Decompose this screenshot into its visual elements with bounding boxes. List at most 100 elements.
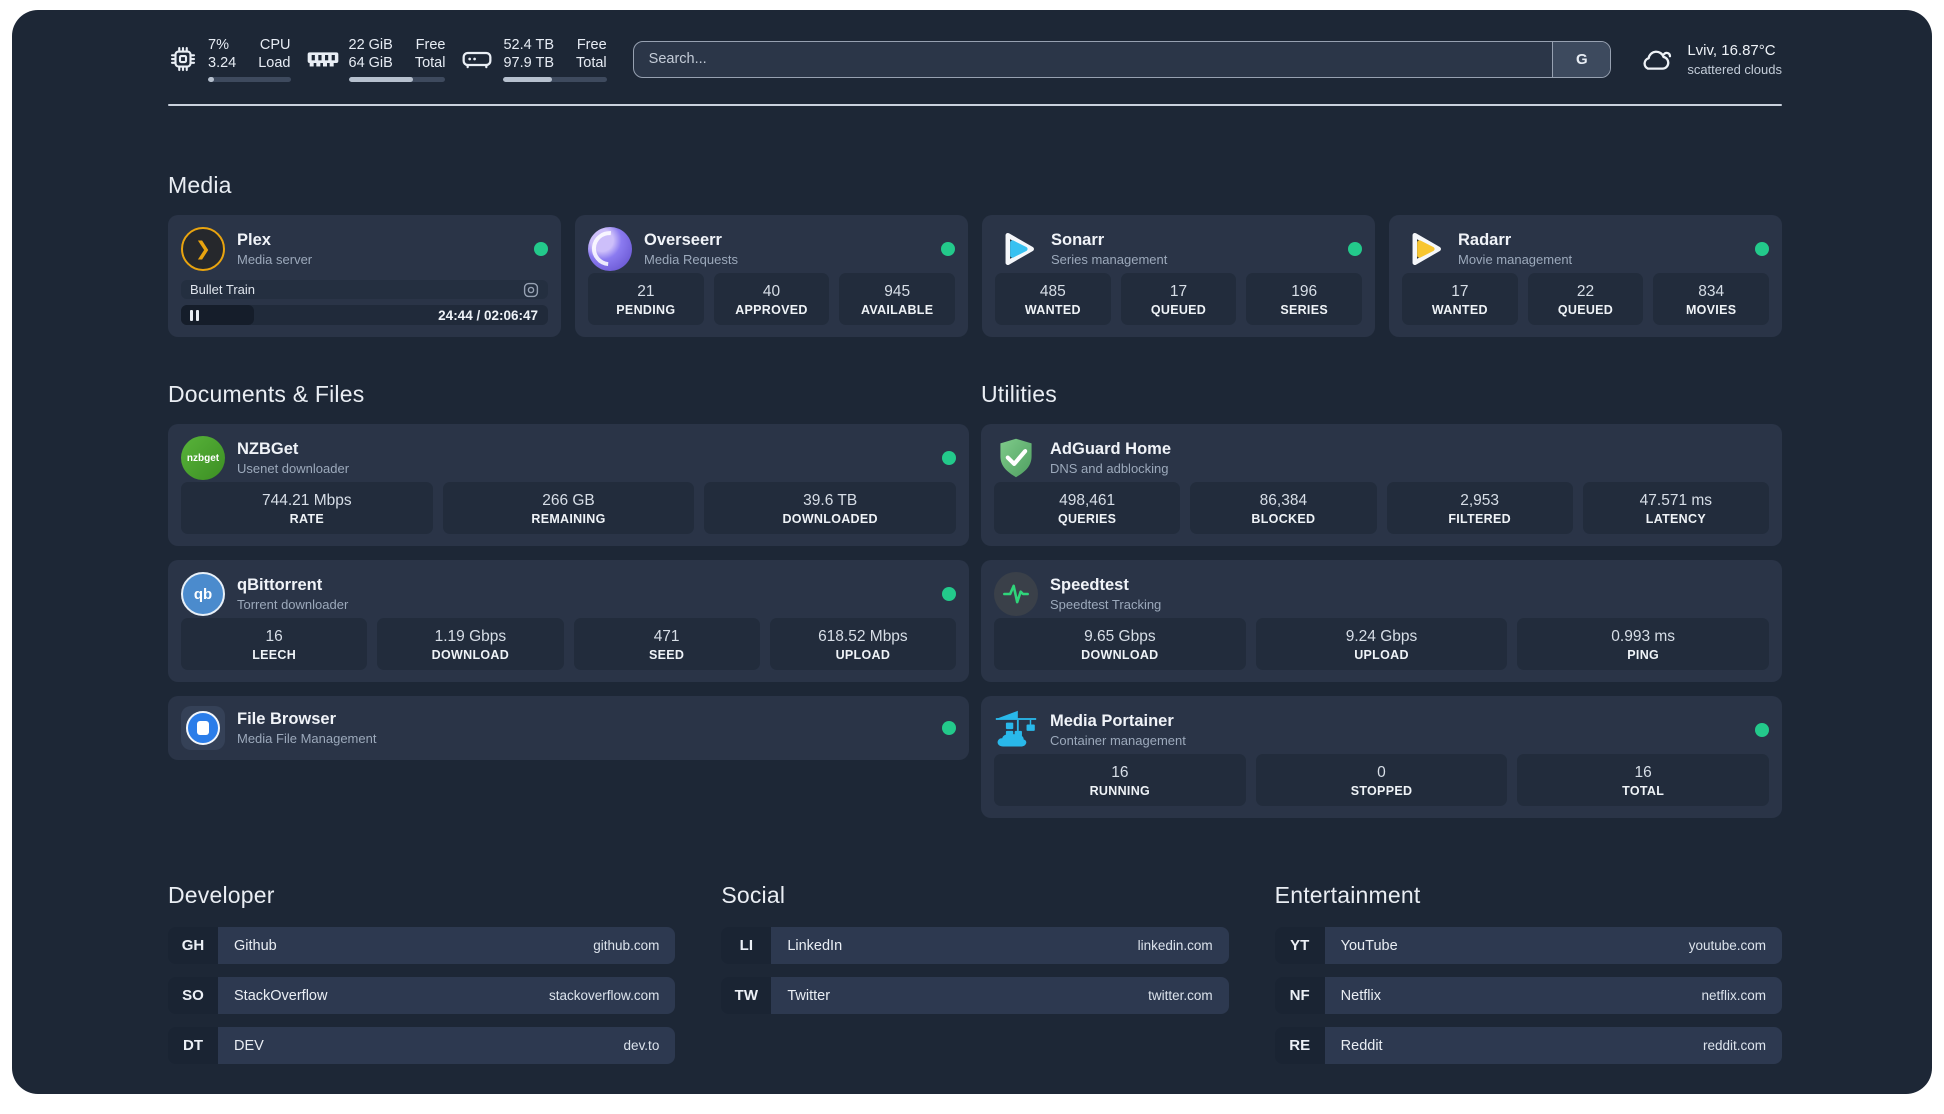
stat-tile: 1.19 Gbps DOWNLOAD xyxy=(377,618,564,670)
stat-tile: 485 WANTED xyxy=(995,273,1111,325)
bookmark-url: twitter.com xyxy=(1148,988,1213,1003)
plex-icon: ❯ xyxy=(181,227,225,271)
stat-tile: 945 AVAILABLE xyxy=(839,273,955,325)
bookmark-stackoverflow[interactable]: SO StackOverflow stackoverflow.com xyxy=(168,977,676,1014)
stat-tile: 16 TOTAL xyxy=(1517,754,1769,806)
stat-tile: 21 PENDING xyxy=(588,273,704,325)
bookmark-name: Twitter xyxy=(787,987,831,1004)
bookmark-abbr: YT xyxy=(1274,927,1325,964)
stat-label: PING xyxy=(1627,647,1660,662)
disk-free-value: 52.4 TB xyxy=(503,37,555,53)
filebrowser-icon xyxy=(181,706,225,750)
search-input[interactable] xyxy=(633,41,1553,77)
adguard-icon xyxy=(994,436,1038,480)
disk-progress-fill xyxy=(503,77,552,82)
search-engine-button[interactable]: G xyxy=(1552,41,1611,77)
bookmark-name: DEV xyxy=(234,1037,264,1054)
stat-value: 17 xyxy=(1169,282,1188,300)
status-dot xyxy=(942,587,956,601)
bookmark-abbr: LI xyxy=(721,927,772,964)
stat-tile: 17 QUEUED xyxy=(1120,273,1237,325)
section-title-social: Social xyxy=(721,882,786,908)
service-card-qbittorrent[interactable]: qb qBittorrent Torrent downloader 16 LEE… xyxy=(168,560,969,682)
bookmark-youtube[interactable]: YT YouTube youtube.com xyxy=(1274,927,1782,964)
disk-total-value: 97.9 TB xyxy=(503,55,555,71)
stat-value: 2,953 xyxy=(1460,491,1500,509)
service-description: Media Requests xyxy=(644,252,738,267)
stat-label: DOWNLOAD xyxy=(1081,647,1159,662)
bookmark-twitter[interactable]: TW Twitter twitter.com xyxy=(721,977,1229,1014)
overseerr-icon xyxy=(588,227,632,271)
stat-value: 16 xyxy=(1634,763,1652,781)
cast-icon[interactable] xyxy=(523,282,539,298)
service-card-adguard[interactable]: AdGuard Home DNS and adblocking 498,461 … xyxy=(981,424,1782,546)
service-card-overseerr[interactable]: Overseerr Media Requests 21 PENDING 40 A… xyxy=(575,215,968,337)
service-card-nzbget[interactable]: nzbget NZBGet Usenet downloader 744.21 M… xyxy=(168,424,969,546)
service-name: NZBGet xyxy=(237,440,299,458)
service-card-radarr[interactable]: Radarr Movie management 17 WANTED 22 QUE… xyxy=(1389,215,1782,337)
stat-label: WANTED xyxy=(1024,302,1081,317)
stat-value: 498,461 xyxy=(1059,491,1116,509)
stat-value: 834 xyxy=(1698,282,1725,300)
playback-progress-bar: 24:44 / 02:06:47 xyxy=(181,305,548,325)
service-card-sonarr[interactable]: Sonarr Series management 485 WANTED 17 Q… xyxy=(982,215,1375,337)
sonarr-icon xyxy=(995,227,1039,271)
stat-label: DOWNLOADED xyxy=(782,511,878,526)
search-bar: G xyxy=(632,40,1612,78)
radarr-icon xyxy=(1402,227,1446,271)
stat-value: 196 xyxy=(1291,282,1318,300)
bookmark-netflix[interactable]: NF Netflix netflix.com xyxy=(1274,977,1782,1014)
stat-value: 1.19 Gbps xyxy=(434,627,507,645)
bookmark-name: YouTube xyxy=(1340,937,1398,954)
service-name: Radarr xyxy=(1458,231,1512,249)
ram-icon xyxy=(307,52,338,67)
stat-label: DOWNLOAD xyxy=(431,647,510,662)
stat-tile: 86,384 BLOCKED xyxy=(1190,482,1377,534)
stat-value: 471 xyxy=(653,627,680,645)
stat-label: QUEUED xyxy=(1150,302,1207,317)
bookmark-name: StackOverflow xyxy=(234,987,328,1004)
cpu-usage-value: 7% xyxy=(208,37,229,53)
stat-label: FILTERED xyxy=(1448,511,1511,526)
cpu-load-value: 3.24 xyxy=(208,55,237,71)
service-card-plex[interactable]: ❯ Plex Media server Bullet Train xyxy=(168,215,561,337)
bookmark-dev[interactable]: DT DEV dev.to xyxy=(168,1027,676,1064)
memory-total-label: Total xyxy=(414,55,446,71)
stat-value: 485 xyxy=(1039,282,1066,300)
service-name: Speedtest xyxy=(1050,576,1129,594)
service-card-filebrowser[interactable]: File Browser Media File Management xyxy=(168,696,969,760)
bookmark-github[interactable]: GH Github github.com xyxy=(168,927,676,964)
bookmarks-entertainment: Entertainment YT YouTube youtube.com NF … xyxy=(1274,882,1782,1064)
stat-tile: 498,461 QUERIES xyxy=(994,482,1181,534)
stat-value: 16 xyxy=(1111,763,1129,781)
stat-label: PENDING xyxy=(616,302,676,317)
stat-label: RUNNING xyxy=(1089,783,1151,798)
disk-icon xyxy=(463,51,492,69)
service-description: Movie management xyxy=(1458,252,1573,267)
stat-value: 0.993 ms xyxy=(1611,627,1676,645)
playback-time: 24:44 / 02:06:47 xyxy=(438,307,538,323)
bookmark-reddit[interactable]: RE Reddit reddit.com xyxy=(1274,1027,1782,1064)
stat-label: LEECH xyxy=(252,647,297,662)
nzbget-icon: nzbget xyxy=(181,436,225,480)
stat-tile: 17 WANTED xyxy=(1402,273,1518,325)
stat-value: 618.52 Mbps xyxy=(818,627,908,645)
cpu-usage-label: CPU xyxy=(259,37,291,53)
service-card-portainer[interactable]: Media Portainer Container management 16 … xyxy=(981,696,1782,818)
cpu-progress-fill xyxy=(208,77,214,82)
service-card-speedtest[interactable]: Speedtest Speedtest Tracking 9.65 Gbps D… xyxy=(981,560,1782,682)
bookmark-linkedin[interactable]: LI LinkedIn linkedin.com xyxy=(721,927,1229,964)
topbar-divider xyxy=(168,104,1782,106)
stat-label: UPLOAD xyxy=(1354,647,1409,662)
qbittorrent-icon: qb xyxy=(181,572,225,616)
section-title-utilities: Utilities xyxy=(981,381,1057,407)
stat-tile: 9.24 Gbps UPLOAD xyxy=(1255,618,1508,670)
service-name: AdGuard Home xyxy=(1050,440,1172,458)
cpu-progress-bar xyxy=(208,77,291,82)
playback-progress-fill xyxy=(181,305,255,325)
bookmark-abbr: SO xyxy=(168,977,218,1014)
pause-icon[interactable] xyxy=(190,309,199,321)
now-playing-row: Bullet Train xyxy=(181,280,548,300)
service-description: Speedtest Tracking xyxy=(1050,597,1162,612)
service-description: Torrent downloader xyxy=(237,597,349,612)
